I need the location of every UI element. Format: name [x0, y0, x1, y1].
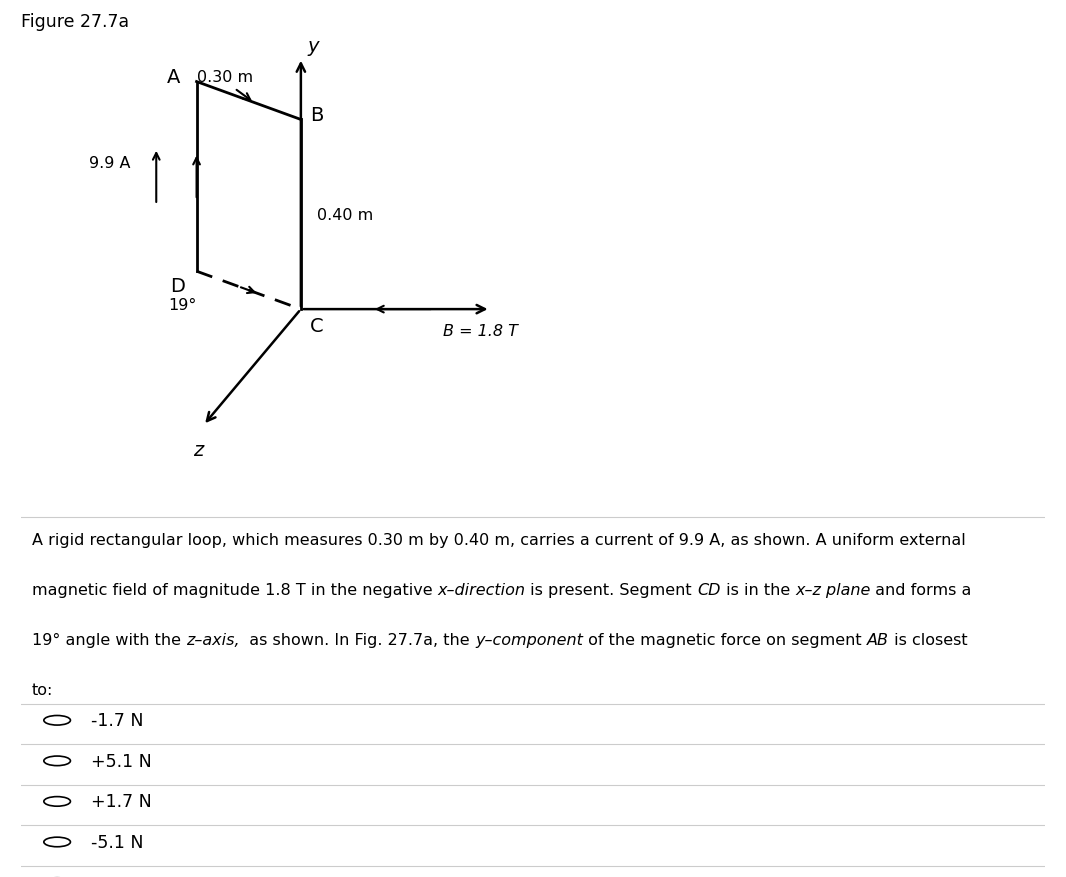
Text: as shown. In Fig. 27.7a, the: as shown. In Fig. 27.7a, the: [239, 632, 475, 647]
Text: zero: zero: [91, 873, 129, 877]
Text: AB: AB: [867, 632, 889, 647]
Text: 9.9 A: 9.9 A: [88, 155, 130, 170]
Text: is closest: is closest: [889, 632, 967, 647]
Text: B: B: [310, 106, 324, 125]
Text: 0.30 m: 0.30 m: [197, 70, 253, 85]
Text: A rigid rectangular loop, which measures 0.30 m by 0.40 m, carries a current of : A rigid rectangular loop, which measures…: [32, 532, 966, 547]
Text: +1.7 N: +1.7 N: [91, 793, 151, 810]
Text: x–direction: x–direction: [437, 582, 526, 597]
Text: is in the: is in the: [721, 582, 795, 597]
Text: is present. Segment: is present. Segment: [526, 582, 697, 597]
Text: to:: to:: [32, 681, 53, 696]
Text: x–z plane: x–z plane: [795, 582, 870, 597]
Text: y–component: y–component: [475, 632, 583, 647]
Text: of the magnetic force on segment: of the magnetic force on segment: [583, 632, 867, 647]
Text: z–axis,: z–axis,: [185, 632, 239, 647]
Text: 19° angle with the: 19° angle with the: [32, 632, 185, 647]
Text: Figure 27.7a: Figure 27.7a: [21, 13, 129, 31]
Text: B = 1.8 T: B = 1.8 T: [443, 324, 518, 339]
Text: y: y: [308, 38, 320, 56]
Text: D: D: [169, 276, 184, 296]
Text: 19°: 19°: [168, 298, 196, 313]
Text: 0.40 m: 0.40 m: [318, 208, 374, 223]
Text: C: C: [310, 317, 324, 336]
Text: -5.1 N: -5.1 N: [91, 833, 144, 851]
Text: magnetic field of magnitude 1.8 T in the negative: magnetic field of magnitude 1.8 T in the…: [32, 582, 437, 597]
Text: -1.7 N: -1.7 N: [91, 711, 144, 730]
Text: A: A: [166, 68, 180, 87]
Text: CD: CD: [697, 582, 721, 597]
Text: +5.1 N: +5.1 N: [91, 752, 151, 770]
Text: z: z: [193, 440, 204, 459]
Text: and forms a: and forms a: [870, 582, 972, 597]
